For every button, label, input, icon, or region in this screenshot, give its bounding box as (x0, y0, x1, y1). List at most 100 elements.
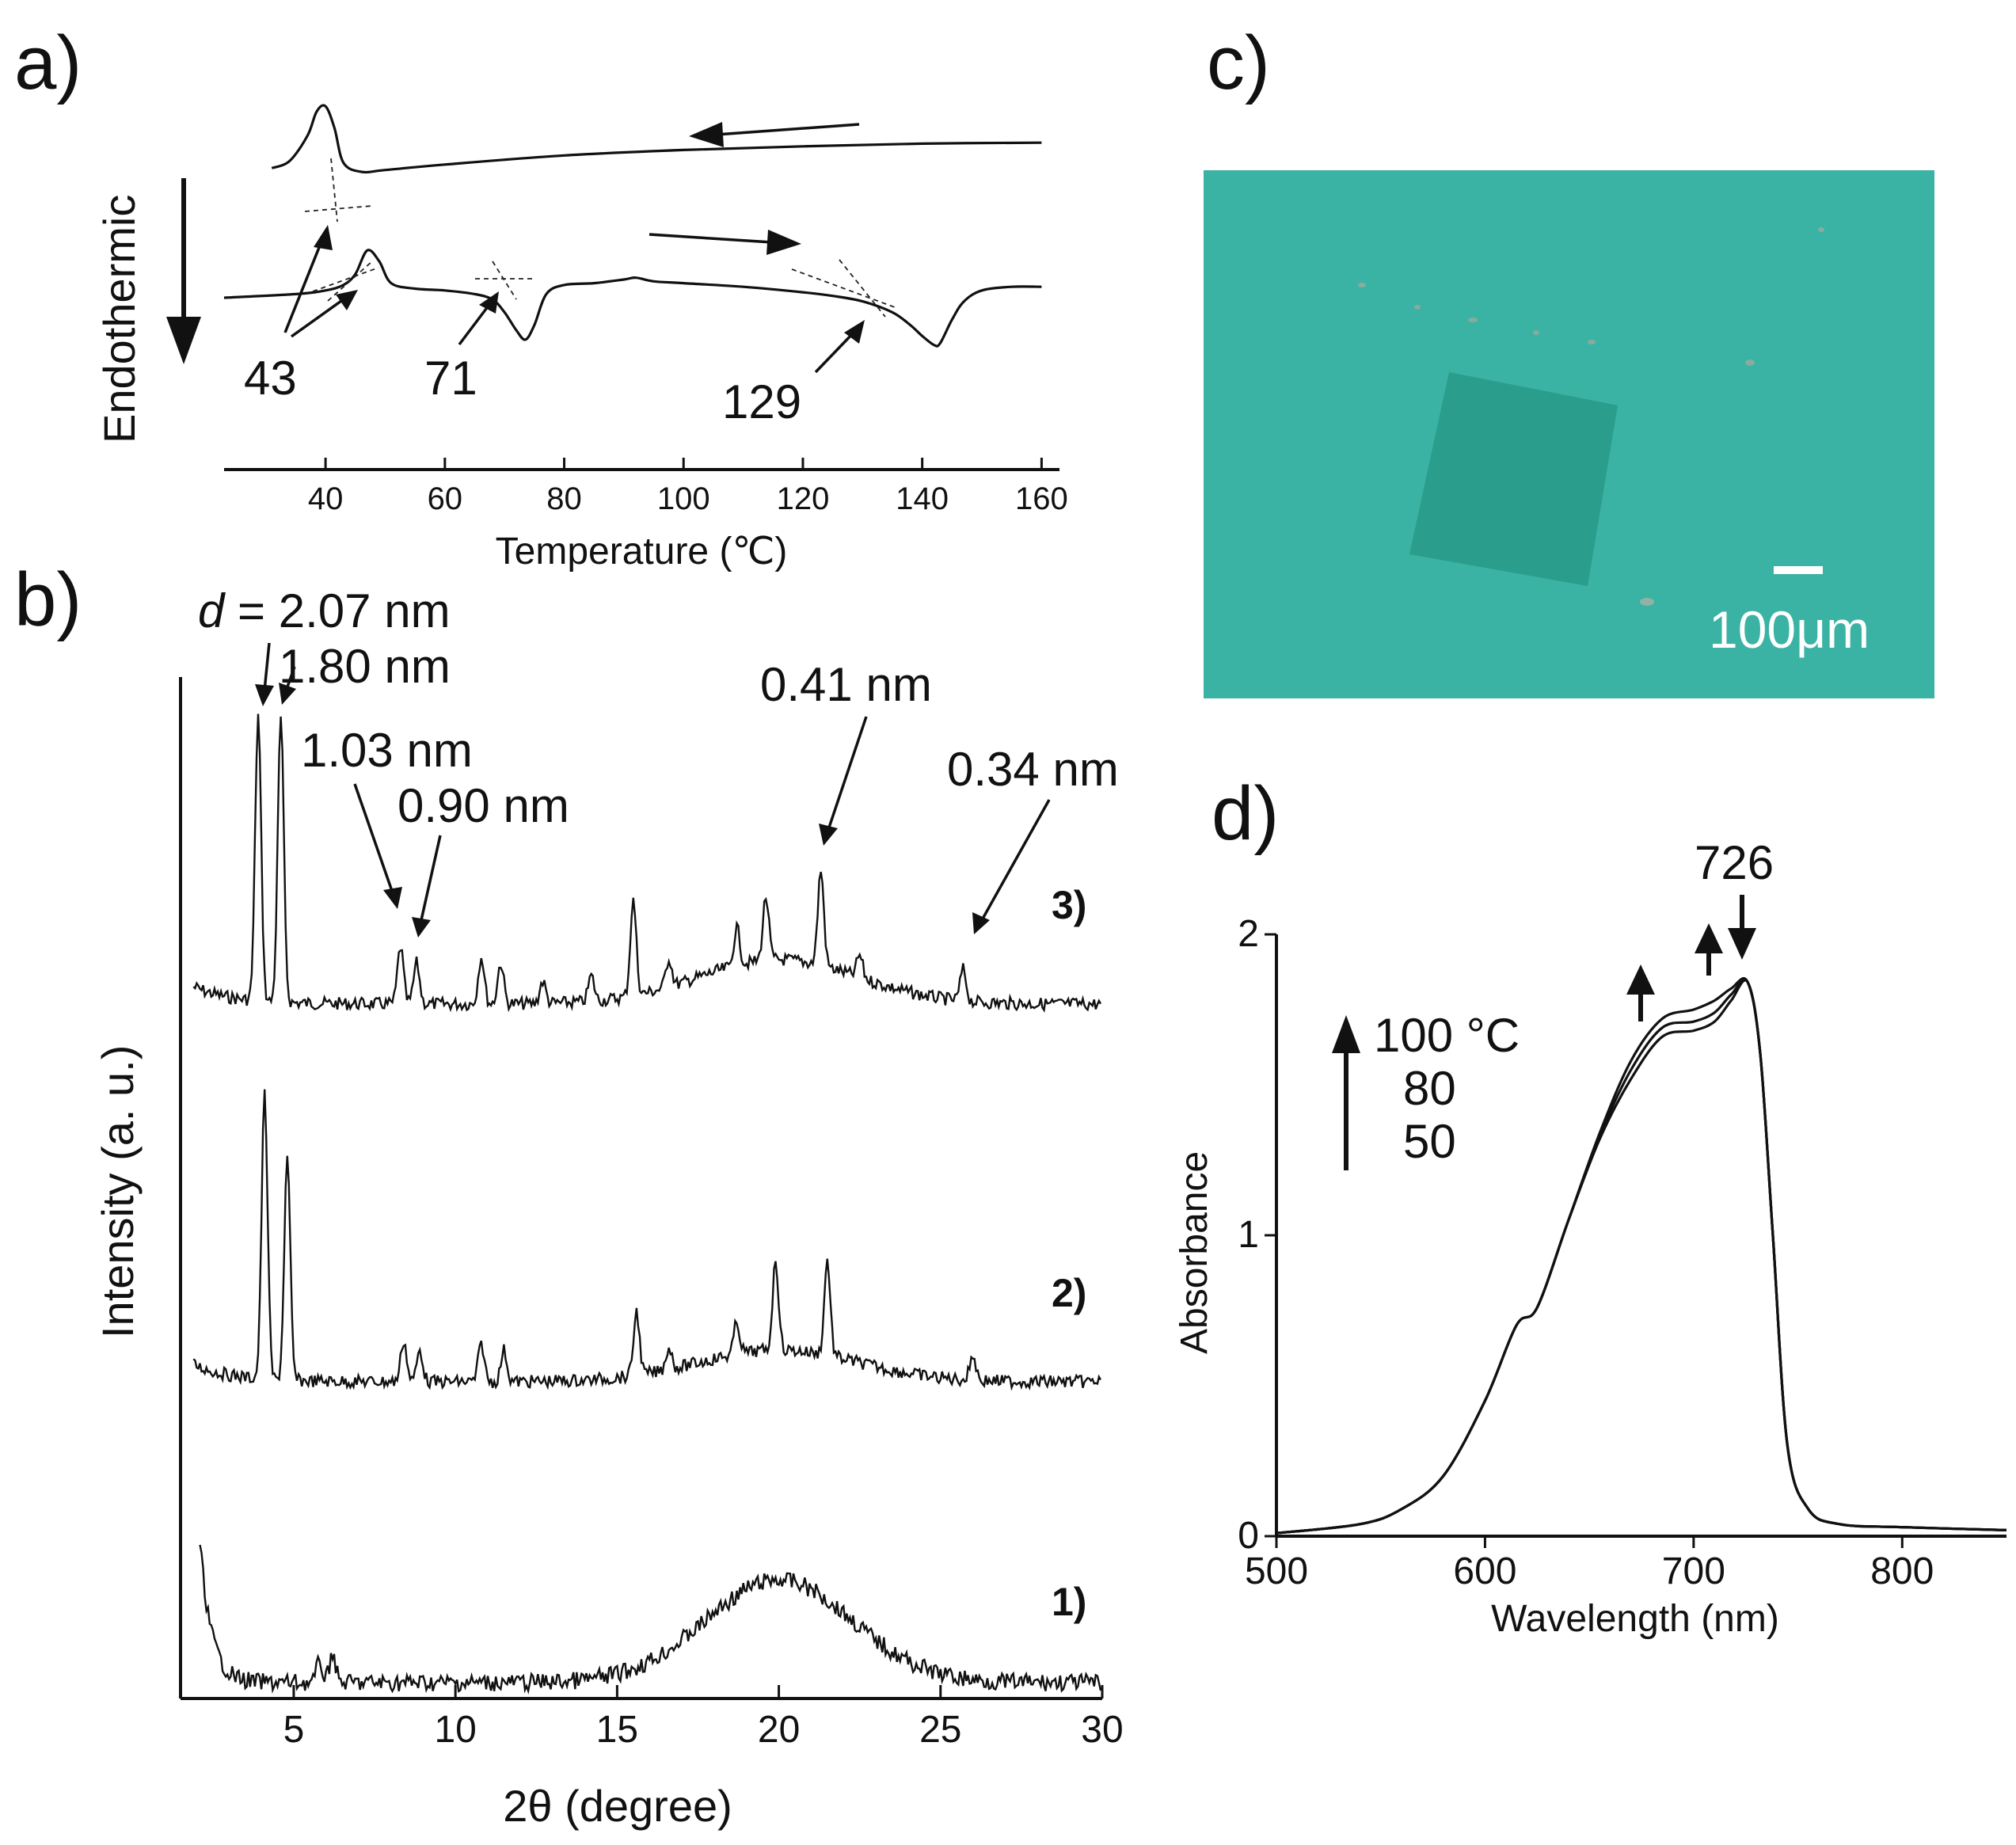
uvvis-x-tick-label: 500 (1245, 1550, 1308, 1592)
annotation-129: 129 (722, 375, 801, 428)
dsc-x-tick-label: 100 (657, 481, 710, 516)
onset-71-arrow (458, 301, 493, 346)
panel-d-uvvis: d) Absorbance 500 600 700 800 0 1 2 Wavelengt… (1173, 771, 2007, 1640)
xrd-x-tick-label: 25 (919, 1709, 961, 1751)
arrowhead (255, 684, 274, 706)
uvvis-x-ticks: 500 600 700 800 (1245, 1536, 1934, 1592)
xrd-x-axis-title: 2θ (degree) (503, 1781, 732, 1831)
annotation-1.80: 1.80 nm (279, 640, 451, 693)
dsc-x-axis-title: Temperature (℃) (496, 531, 788, 573)
speck (1745, 359, 1755, 366)
speck (1533, 330, 1539, 335)
annotation-0.34: 0.34 nm (947, 743, 1119, 796)
heating-direction-arrow (649, 233, 773, 244)
tangent-line (327, 261, 373, 302)
onset-43-arrow-1 (283, 237, 325, 333)
dsc-x-ticks: 40 60 80 100 120 140 160 (308, 458, 1068, 516)
arrow-0.41 (827, 716, 868, 831)
dsc-x-tick-label: 40 (308, 481, 344, 516)
dsc-x-tick-label: 60 (428, 481, 463, 516)
annotation-71: 71 (424, 352, 477, 405)
uvvis-x-tick-label: 800 (1870, 1550, 1934, 1592)
xrd-trace-2-label: 2) (1052, 1271, 1086, 1315)
xrd-trace-1 (199, 1544, 1102, 1695)
arrowhead (1695, 923, 1723, 953)
onset-129-arrow (814, 329, 857, 374)
annotation-1.03: 1.03 nm (301, 724, 473, 777)
panel-c-micrograph: c) 100μm (1204, 21, 1934, 698)
arrow-2.07 (263, 642, 271, 691)
xrd-trace-3 (192, 713, 1102, 1013)
cooling-direction-arrow (716, 123, 860, 136)
dsc-heating-trace (223, 249, 1042, 348)
xrd-x-ticks: 5 10 15 20 25 30 (283, 1685, 1124, 1751)
annotation-43: 43 (244, 352, 297, 405)
legend-80: 80 (1403, 1062, 1456, 1115)
crystal-square (1409, 372, 1618, 586)
legend-100: 100 °C (1374, 1009, 1520, 1062)
panel-d-label: d) (1212, 771, 1279, 856)
annotation-0.41: 0.41 nm (760, 658, 932, 711)
arrowhead (479, 291, 499, 314)
xrd-x-tick-label: 10 (434, 1709, 476, 1751)
arrowhead (314, 225, 333, 250)
arrowhead (383, 887, 402, 909)
dsc-x-tick-label: 140 (896, 481, 949, 516)
tangent-line (791, 268, 896, 308)
legend-arrowhead (1332, 1015, 1360, 1053)
tangent-line (839, 259, 886, 318)
arrowhead (336, 290, 358, 310)
annotation-0.90: 0.90 nm (397, 779, 569, 832)
speck (1468, 318, 1478, 322)
cooling-arrowhead (689, 122, 724, 147)
arrow-0.90 (420, 835, 442, 921)
uvvis-x-axis-title: Wavelength (nm) (1491, 1598, 1779, 1640)
uvvis-y-axis-title: Absorbance (1173, 1151, 1215, 1354)
arrowhead (279, 683, 296, 705)
dsc-y-axis-title: Endothermic (94, 195, 144, 443)
uvvis-x-tick-label: 700 (1662, 1550, 1725, 1592)
heating-arrowhead (766, 230, 801, 255)
tangent-line (492, 261, 517, 300)
tangent-line (304, 205, 373, 212)
panel-a-label: a) (14, 21, 82, 105)
arrow-1.80 (285, 666, 296, 690)
arrow-1.03 (353, 783, 394, 894)
onset-43-arrow-2 (290, 295, 348, 338)
speck (1358, 283, 1366, 287)
panel-b-label: b) (14, 557, 82, 642)
uvvis-y-tick-label: 2 (1238, 913, 1259, 955)
xrd-y-axis-title: Intensity (a. u.) (93, 1045, 143, 1338)
arrow-0.34 (980, 799, 1051, 921)
dsc-cooling-trace (271, 104, 1042, 174)
endothermic-arrowhead (166, 317, 201, 364)
panel-a-dsc: a) Endothermic 40 60 80 100 120 140 160 Temper… (14, 21, 1068, 573)
tangent-line (330, 158, 338, 223)
speck (1588, 340, 1596, 344)
arrowhead (1728, 928, 1756, 960)
xrd-x-tick-label: 20 (758, 1709, 800, 1751)
xrd-trace-1-label: 1) (1052, 1580, 1086, 1624)
speck (1818, 227, 1824, 232)
xrd-trace-3-label: 3) (1052, 883, 1086, 927)
xrd-x-tick-label: 15 (596, 1709, 638, 1751)
dsc-x-tick-label: 160 (1015, 481, 1068, 516)
annotation-d-2.07: d = 2.07 nm (198, 584, 451, 637)
arrowhead (844, 320, 865, 344)
uvvis-trace-100 (1276, 976, 2007, 1535)
panel-c-label: c) (1207, 21, 1270, 105)
scale-bar (1774, 566, 1823, 574)
legend-50: 50 (1403, 1115, 1456, 1168)
micrograph-specks (1358, 227, 1824, 606)
dsc-x-tick-label: 120 (777, 481, 830, 516)
xrd-trace-2 (192, 1089, 1102, 1391)
scale-bar-label: 100μm (1709, 600, 1870, 659)
arrowhead (972, 912, 990, 934)
uvvis-y-tick-label: 0 (1238, 1515, 1259, 1557)
tangent-line (312, 267, 379, 292)
uvvis-traces (1276, 976, 2007, 1535)
xrd-x-tick-label: 5 (283, 1709, 305, 1751)
uvvis-y-tick-label: 1 (1238, 1214, 1259, 1256)
peak-annotation-726: 726 (1695, 836, 1774, 889)
